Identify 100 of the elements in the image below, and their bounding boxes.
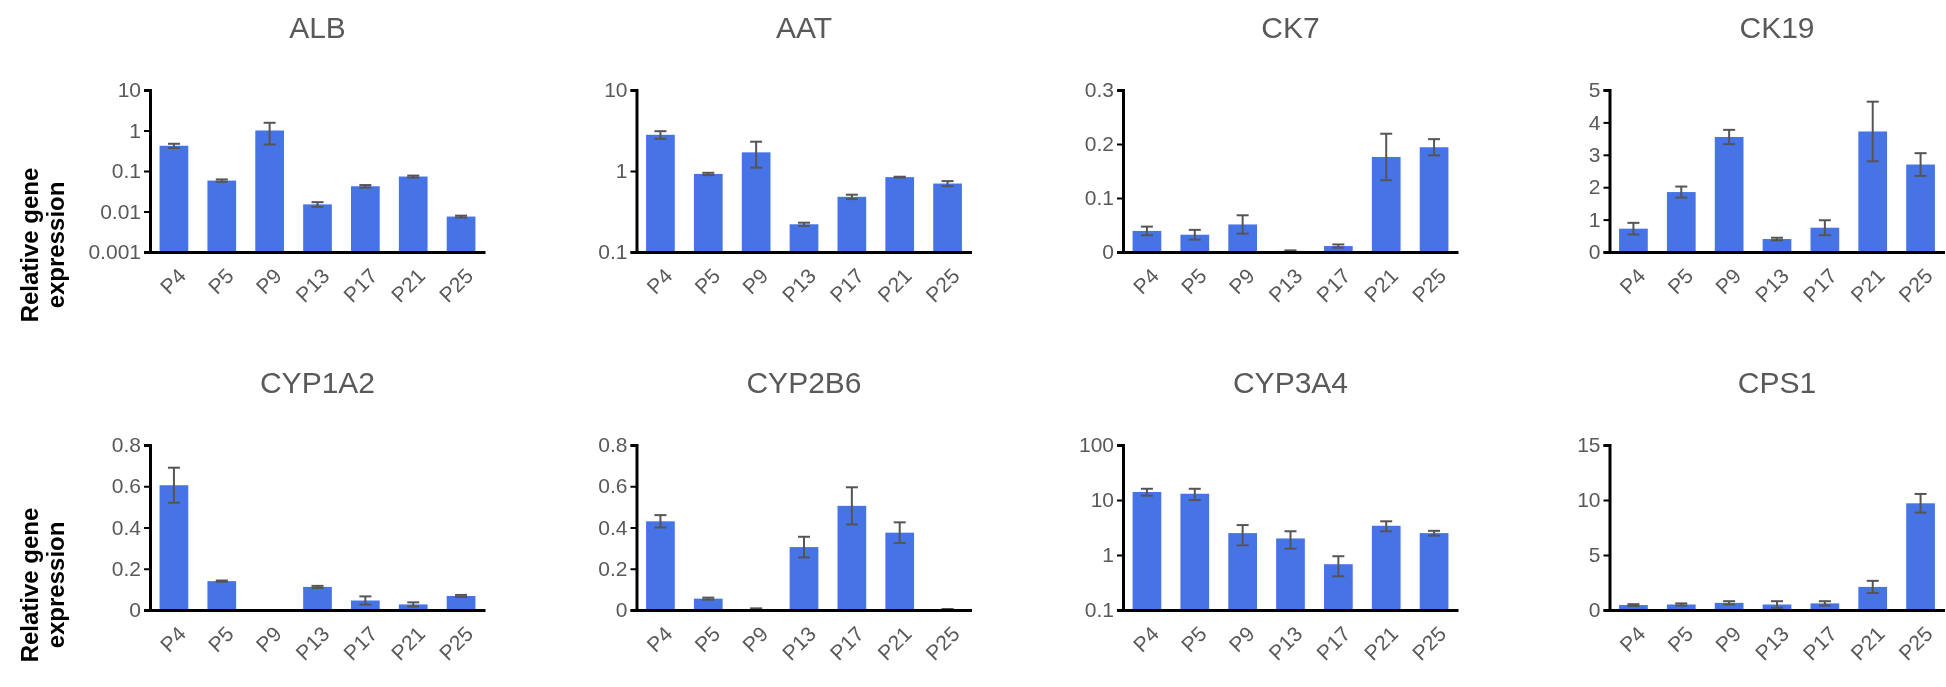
y-tick-label: 0.6 bbox=[111, 474, 141, 498]
x-tick-label: P17 bbox=[1311, 621, 1355, 665]
x-tick-label: P17 bbox=[338, 263, 382, 307]
y-tick-label: 10 bbox=[604, 78, 628, 102]
y-tick-label: 0.1 bbox=[598, 240, 628, 264]
x-tick-label: P9 bbox=[251, 263, 286, 299]
x-tick-label: P25 bbox=[434, 621, 478, 665]
chart-title: ALB bbox=[289, 11, 346, 44]
y-tick-label: 0.2 bbox=[111, 556, 141, 580]
x-tick-label: P21 bbox=[873, 263, 916, 307]
x-tick-label: P21 bbox=[1359, 621, 1403, 665]
x-tick-label: P25 bbox=[1407, 621, 1451, 665]
y-tick-label: 1 bbox=[615, 159, 628, 183]
y-tick-label: 0.3 bbox=[1084, 78, 1114, 102]
chart-title: CYP3A4 bbox=[1232, 366, 1349, 399]
y-tick-label: 0 bbox=[129, 598, 141, 622]
x-tick-label: P13 bbox=[777, 621, 821, 665]
x-tick-label: P5 bbox=[1663, 621, 1698, 657]
y-tick-label: 1 bbox=[129, 118, 141, 142]
x-tick-label: P4 bbox=[642, 621, 677, 657]
y-tick-label: 0.1 bbox=[1084, 598, 1114, 622]
y-tick-label: 0.8 bbox=[111, 433, 141, 457]
y-tick-label: 10 bbox=[117, 78, 141, 102]
x-tick-label: P4 bbox=[155, 621, 191, 657]
y-tick-label: 0.001 bbox=[88, 240, 141, 264]
y-tick-label: 0 bbox=[1102, 240, 1114, 264]
chart-title: CYP2B6 bbox=[746, 366, 862, 399]
x-tick-label: P13 bbox=[1750, 621, 1794, 665]
x-tick-label: P25 bbox=[1407, 263, 1451, 307]
x-tick-label: P25 bbox=[434, 263, 478, 307]
x-tick-label: P5 bbox=[1663, 263, 1698, 299]
x-tick-label: P9 bbox=[737, 263, 773, 299]
y-tick-label: 10 bbox=[1577, 488, 1601, 512]
x-tick-label: P9 bbox=[1224, 621, 1259, 657]
y-tick-label: 5 bbox=[1588, 78, 1601, 102]
y-tick-label: 15 bbox=[1577, 433, 1601, 457]
y-tick-label: 2 bbox=[1588, 175, 1601, 199]
x-tick-label: P5 bbox=[690, 621, 725, 657]
x-tick-label: P5 bbox=[203, 263, 238, 299]
y-tick-label: 0.1 bbox=[1084, 186, 1114, 210]
x-tick-label: P21 bbox=[1359, 263, 1403, 307]
y-tick-label: 0.01 bbox=[100, 199, 141, 223]
y-tick-label: 0.4 bbox=[111, 515, 142, 539]
x-tick-label: P17 bbox=[1798, 263, 1841, 307]
y-tick-label: 0.2 bbox=[1084, 132, 1114, 156]
x-tick-label: P25 bbox=[1894, 621, 1937, 665]
x-tick-label: P25 bbox=[1894, 263, 1937, 307]
x-tick-label: P17 bbox=[825, 621, 868, 665]
x-tick-label: P13 bbox=[1263, 263, 1307, 307]
x-tick-label: P13 bbox=[1263, 621, 1307, 665]
x-tick-label: P4 bbox=[155, 263, 191, 299]
y-tick-label: 100 bbox=[1078, 433, 1114, 457]
x-tick-label: P21 bbox=[386, 263, 430, 307]
x-tick-label: P5 bbox=[1176, 621, 1211, 657]
x-tick-label: P9 bbox=[1224, 263, 1259, 299]
y-tick-label: 0.4 bbox=[598, 515, 628, 539]
x-tick-label: P13 bbox=[290, 263, 334, 307]
chart-title: AAT bbox=[775, 11, 833, 44]
y-tick-label: 1 bbox=[1588, 207, 1601, 231]
x-tick-label: P4 bbox=[1128, 263, 1164, 299]
x-tick-label: P9 bbox=[251, 621, 286, 657]
y-tick-label: 1 bbox=[1102, 543, 1114, 567]
x-tick-label: P17 bbox=[1798, 621, 1841, 665]
x-tick-label: P5 bbox=[203, 621, 238, 657]
x-tick-label: P13 bbox=[290, 621, 334, 665]
x-tick-label: P17 bbox=[1311, 263, 1355, 307]
chart-title: CPS1 bbox=[1737, 366, 1817, 399]
x-tick-label: P17 bbox=[338, 621, 382, 665]
y-tick-label: 0.8 bbox=[598, 433, 628, 457]
x-tick-label: P21 bbox=[1846, 263, 1889, 307]
y-tick-label: 0.1 bbox=[111, 159, 141, 183]
x-tick-label: P4 bbox=[1615, 621, 1650, 657]
x-tick-label: P21 bbox=[873, 621, 916, 665]
x-tick-label: P4 bbox=[1128, 621, 1164, 657]
x-tick-label: P17 bbox=[825, 263, 868, 307]
y-tick-label: 0 bbox=[1588, 240, 1601, 264]
y-tick-label: 0 bbox=[615, 598, 628, 622]
y-tick-label: 3 bbox=[1588, 143, 1601, 167]
chart-title: CK7 bbox=[1261, 11, 1320, 44]
y-tick-label: 0.6 bbox=[598, 474, 628, 498]
x-tick-label: P21 bbox=[1846, 621, 1889, 665]
x-tick-label: P25 bbox=[921, 621, 964, 665]
y-tick-label: 4 bbox=[1588, 110, 1601, 134]
y-tick-label: 0.2 bbox=[598, 556, 628, 580]
x-tick-label: P4 bbox=[642, 263, 677, 299]
x-tick-label: P5 bbox=[1176, 263, 1211, 299]
x-tick-label: P13 bbox=[777, 263, 821, 307]
y-axis-title: Relative gene expression bbox=[16, 167, 70, 323]
x-tick-label: P21 bbox=[386, 621, 430, 665]
y-tick-label: 10 bbox=[1090, 488, 1114, 512]
chart-title: CYP1A2 bbox=[259, 366, 376, 399]
chart-title: CK19 bbox=[1739, 11, 1815, 44]
x-tick-label: P9 bbox=[737, 621, 773, 657]
x-tick-label: P13 bbox=[1750, 263, 1794, 307]
x-tick-label: P4 bbox=[1615, 263, 1650, 299]
x-tick-label: P25 bbox=[921, 263, 964, 307]
y-tick-label: 5 bbox=[1588, 543, 1601, 567]
x-tick-label: P9 bbox=[1710, 621, 1746, 657]
x-tick-label: P9 bbox=[1710, 263, 1746, 299]
x-tick-label: P5 bbox=[690, 263, 725, 299]
